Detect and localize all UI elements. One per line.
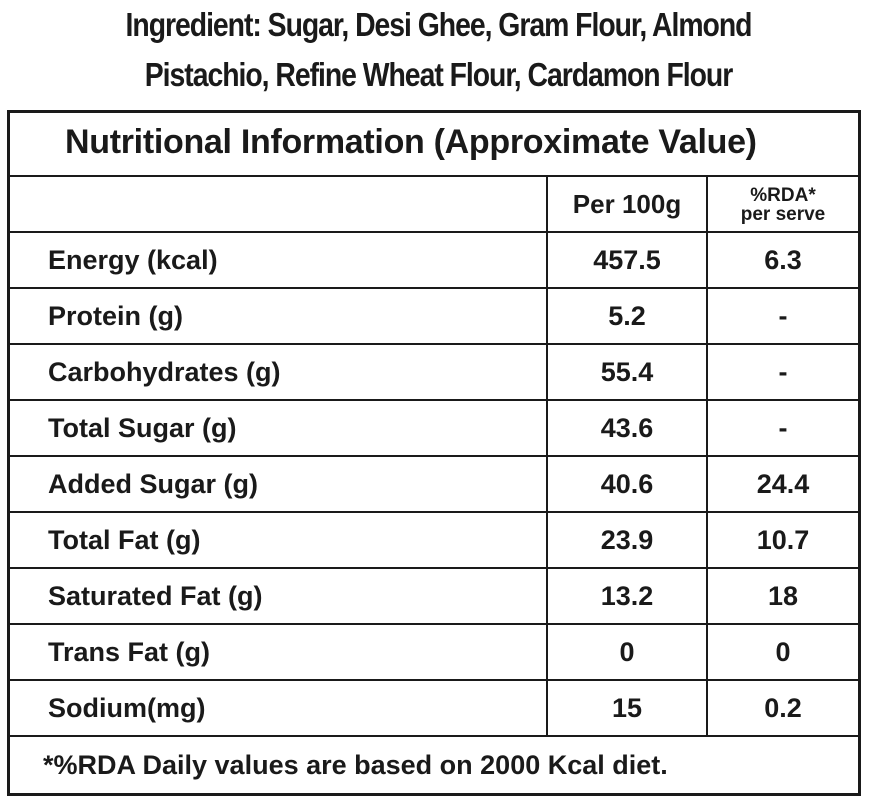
table-row: Total Fat (g) 23.9 10.7 bbox=[10, 513, 858, 569]
nutrient-rda: 0 bbox=[706, 625, 858, 679]
table-row: Added Sugar (g) 40.6 24.4 bbox=[10, 457, 858, 513]
ingredients-line-1: Ingredient: Sugar, Desi Ghee, Gram Flour… bbox=[125, 6, 753, 43]
table-row: Saturated Fat (g) 13.2 18 bbox=[10, 569, 858, 625]
header-per-100g: Per 100g bbox=[546, 177, 706, 231]
ingredients-line-2: Pistachio, Refine Wheat Flour, Cardamon … bbox=[144, 56, 733, 93]
table-row: Total Sugar (g) 43.6 - bbox=[10, 401, 858, 457]
nutrient-rda: 24.4 bbox=[706, 457, 858, 511]
header-rda-line-1: %RDA* bbox=[750, 185, 816, 206]
nutrient-name: Total Sugar (g) bbox=[48, 412, 237, 443]
nutrient-rda: 6.3 bbox=[706, 233, 858, 287]
nutrient-rda: 10.7 bbox=[706, 513, 858, 567]
table-header-row: Per 100g %RDA* per serve bbox=[10, 177, 858, 233]
header-nutrient bbox=[10, 177, 546, 231]
ingredients-text: Ingredient: Sugar, Desi Ghee, Gram Flour… bbox=[61, 0, 815, 100]
nutrient-rda: - bbox=[706, 401, 858, 455]
nutrient-name: Added Sugar (g) bbox=[48, 468, 258, 499]
nutrient-rda: - bbox=[706, 289, 858, 343]
table-row: Energy (kcal) 457.5 6.3 bbox=[10, 233, 858, 289]
table-row: Trans Fat (g) 0 0 bbox=[10, 625, 858, 681]
table-row: Protein (g) 5.2 - bbox=[10, 289, 858, 345]
header-rda-line-2: per serve bbox=[740, 204, 826, 225]
nutrient-per-100g: 40.6 bbox=[546, 457, 706, 511]
nutrient-name: Carbohydrates (g) bbox=[48, 356, 281, 387]
nutrient-name: Saturated Fat (g) bbox=[48, 580, 263, 611]
header-rda: %RDA* per serve bbox=[706, 177, 858, 231]
nutrient-per-100g: 0 bbox=[546, 625, 706, 679]
nutrient-per-100g: 457.5 bbox=[546, 233, 706, 287]
nutrient-name: Protein (g) bbox=[48, 300, 183, 331]
table-row: Carbohydrates (g) 55.4 - bbox=[10, 345, 858, 401]
nutrient-name: Energy (kcal) bbox=[48, 244, 218, 275]
nutrient-per-100g: 23.9 bbox=[546, 513, 706, 567]
nutrient-per-100g: 55.4 bbox=[546, 345, 706, 399]
nutrition-table-title: Nutritional Information (Approximate Val… bbox=[65, 123, 757, 161]
nutrient-per-100g: 5.2 bbox=[546, 289, 706, 343]
nutrition-table-title-row: Nutritional Information (Approximate Val… bbox=[10, 113, 858, 177]
nutrient-per-100g: 43.6 bbox=[546, 401, 706, 455]
nutrient-name: Trans Fat (g) bbox=[48, 636, 211, 667]
nutrient-name: Sodium(mg) bbox=[48, 692, 206, 723]
rda-footnote: *%RDA Daily values are based on 2000 Kca… bbox=[43, 749, 668, 780]
nutrient-per-100g: 13.2 bbox=[546, 569, 706, 623]
nutrition-grid: Per 100g %RDA* per serve Energy (kcal) 4… bbox=[10, 177, 858, 737]
nutrient-name: Total Fat (g) bbox=[48, 524, 201, 555]
table-row: Sodium(mg) 15 0.2 bbox=[10, 681, 858, 737]
nutrient-rda: 0.2 bbox=[706, 681, 858, 735]
nutrient-per-100g: 15 bbox=[546, 681, 706, 735]
nutrient-rda: - bbox=[706, 345, 858, 399]
nutrient-rda: 18 bbox=[706, 569, 858, 623]
nutrition-table: Nutritional Information (Approximate Val… bbox=[7, 110, 861, 796]
